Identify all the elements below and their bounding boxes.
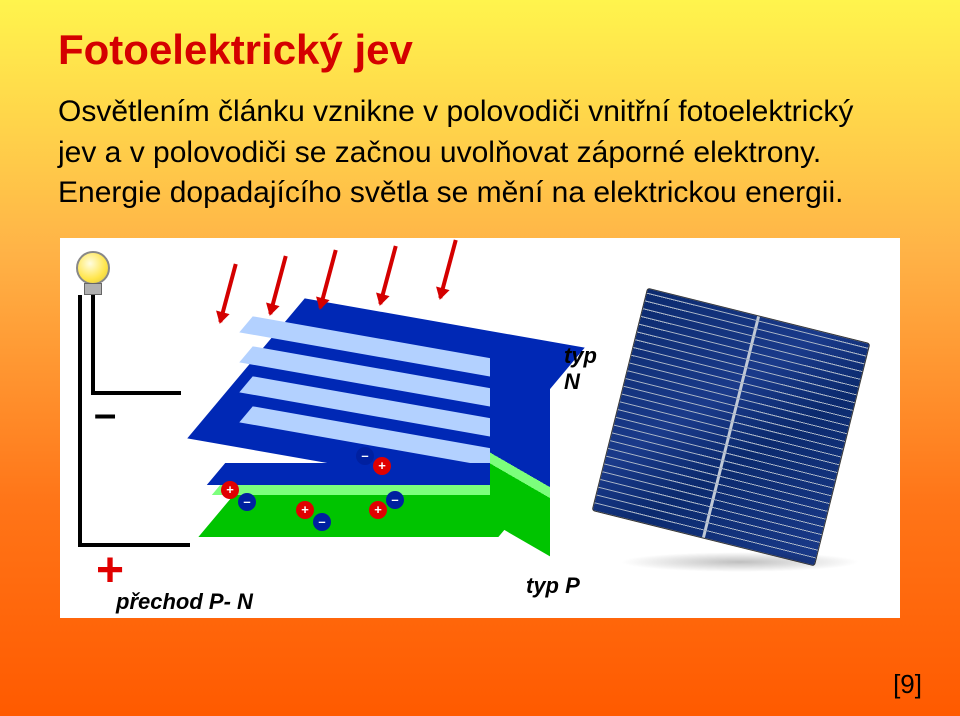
wire [78, 543, 190, 547]
citation: [9] [893, 669, 922, 700]
positive-charge-icon: + [221, 481, 239, 499]
wire [78, 295, 82, 545]
light-arrow-icon [378, 245, 397, 304]
positive-charge-icon: + [373, 457, 391, 475]
label-typ-p: typ P [526, 573, 580, 599]
solar-cell-photo [596, 278, 866, 578]
right-face [490, 339, 550, 556]
positive-charge-icon: + [296, 501, 314, 519]
lightbulb-icon [76, 251, 110, 285]
negative-charge-icon: – [356, 447, 374, 465]
diagram-container: – + + – + – – + – [60, 238, 900, 618]
cell-shadow [620, 552, 860, 572]
negative-charge-icon: – [313, 513, 331, 531]
lightbulb-base [84, 283, 102, 295]
cell-tile [592, 287, 871, 566]
slide: Fotoelektrický jev Osvětlením článku vzn… [0, 0, 960, 716]
solar-cell-cross-section: – + + – + – – + – [66, 243, 586, 613]
negative-charge-icon: – [238, 493, 256, 511]
light-arrow-icon [438, 239, 457, 298]
cell-gridlines [593, 288, 869, 564]
light-arrow-icon [318, 249, 337, 308]
label-typ-n: typ N [564, 343, 597, 395]
slide-body: Osvětlením článku vznikne v polovodiči v… [58, 92, 888, 214]
wire [91, 295, 95, 393]
label-prechod: přechod P- N [116, 589, 253, 615]
n-layer-side [207, 463, 525, 485]
negative-charge-icon: – [386, 491, 404, 509]
junction-side [212, 485, 520, 495]
slide-title: Fotoelektrický jev [58, 26, 902, 74]
light-arrow-icon [268, 255, 287, 314]
pn-junction-block [176, 313, 556, 543]
minus-terminal: – [94, 401, 138, 431]
positive-charge-icon: + [369, 501, 387, 519]
